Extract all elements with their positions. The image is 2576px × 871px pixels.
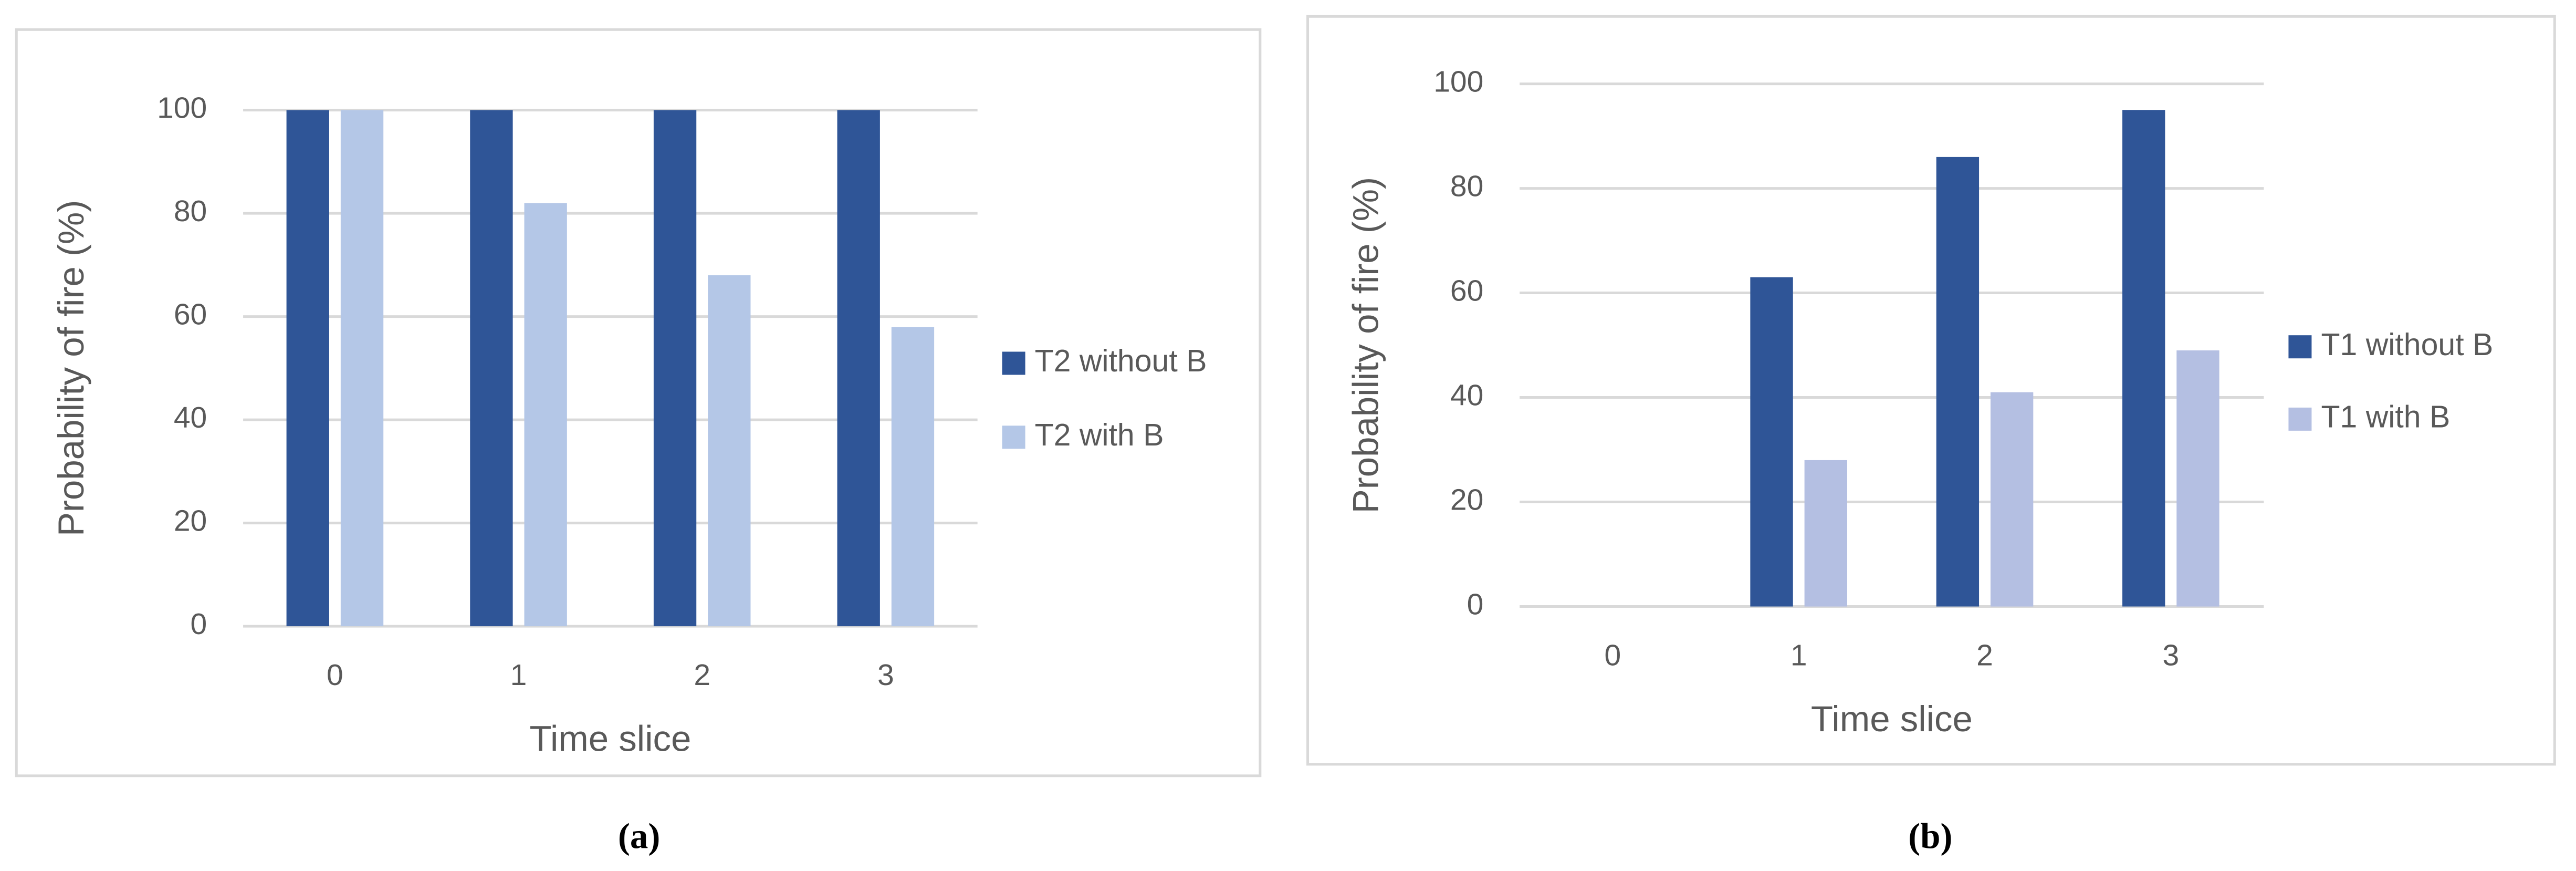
y-tick-label: 80: [1450, 170, 1483, 203]
y-tick-label: 40: [1450, 379, 1483, 412]
x-tick-label: 0: [1604, 639, 1621, 672]
bar: [470, 110, 513, 627]
x-tick-label: 1: [510, 658, 527, 692]
caption: (a): [618, 816, 660, 856]
chart-frame: [15, 28, 1262, 777]
caption: (b): [1908, 816, 1952, 856]
bar: [1804, 460, 1847, 607]
legend-label: T1 with B: [2321, 399, 2450, 434]
y-tick-label: 60: [1450, 274, 1483, 308]
x-axis-title: Time slice: [1811, 699, 1973, 739]
x-tick-label: 2: [694, 658, 710, 692]
x-tick-label: 0: [327, 658, 343, 692]
legend-swatch: [1002, 426, 1025, 449]
legend-swatch: [2288, 335, 2312, 359]
x-tick-label: 1: [1790, 639, 1807, 672]
bar: [708, 275, 751, 627]
y-axis-title: Probability of fire (%): [51, 200, 91, 536]
chart-frame: [1306, 15, 2556, 766]
bar: [891, 327, 935, 627]
x-tick-label: 2: [1976, 639, 1993, 672]
legend-label: T1 without B: [2321, 327, 2493, 362]
bar: [1990, 392, 2034, 607]
bar: [837, 110, 880, 627]
y-tick-label: 80: [174, 194, 207, 228]
bar: [2122, 110, 2165, 607]
bar: [653, 110, 697, 627]
y-tick-label: 100: [157, 91, 207, 125]
y-tick-label: 60: [174, 298, 207, 331]
bar: [340, 110, 384, 627]
y-tick-label: 20: [1450, 483, 1483, 517]
x-tick-label: 3: [2163, 639, 2180, 672]
legend-swatch: [1002, 351, 1025, 375]
legend-label: T2 with B: [1035, 418, 1164, 452]
x-axis-title: Time slice: [529, 718, 691, 759]
bar: [524, 203, 567, 627]
bar: [1750, 277, 1793, 607]
legend-swatch: [2288, 407, 2312, 431]
y-tick-label: 40: [174, 401, 207, 434]
bar: [2176, 350, 2219, 607]
y-tick-label: 0: [191, 607, 207, 641]
x-tick-label: 3: [877, 658, 894, 692]
y-tick-label: 0: [1467, 588, 1484, 621]
bar: [286, 110, 329, 627]
y-axis-title: Probability of fire (%): [1346, 177, 1386, 513]
y-tick-label: 20: [174, 504, 207, 538]
y-tick-label: 100: [1433, 65, 1483, 99]
bar: [1936, 157, 1980, 607]
legend-label: T2 without B: [1035, 344, 1207, 378]
